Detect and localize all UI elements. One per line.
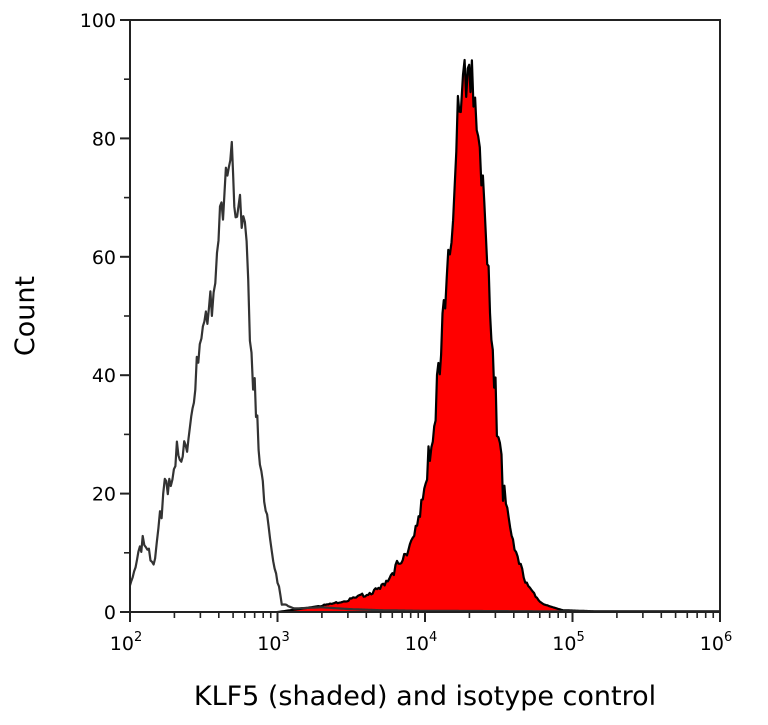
- axis-layer: 102 103 104 105 106 0 20 40 60 80 100: [80, 10, 733, 655]
- y-axis-label: Count: [10, 276, 41, 356]
- x-tick-label: 102: [110, 630, 142, 655]
- y-tick-label: 20: [92, 484, 116, 506]
- y-tick-label: 100: [80, 10, 116, 32]
- y-tick-label: 80: [92, 128, 116, 150]
- y-tick-label: 0: [104, 602, 116, 624]
- x-tick-label: 104: [405, 630, 437, 655]
- x-tick-label: 103: [257, 630, 289, 655]
- x-tick-label: 105: [552, 630, 584, 655]
- y-tick-label: 40: [92, 365, 116, 387]
- x-axis-label: KLF5 (shaded) and isotype control: [194, 681, 656, 712]
- x-tick-label: 106: [700, 630, 732, 655]
- y-tick-label: 60: [92, 247, 116, 269]
- series-layer: [128, 58, 720, 614]
- series-1-fill: [277, 60, 720, 612]
